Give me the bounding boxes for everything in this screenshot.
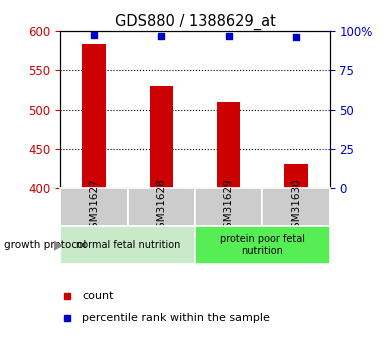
Bar <box>150 86 173 188</box>
Bar <box>82 45 106 188</box>
Bar <box>217 102 240 188</box>
Text: percentile rank within the sample: percentile rank within the sample <box>82 313 270 323</box>
Bar <box>195 188 262 226</box>
Text: GSM31628: GSM31628 <box>156 179 167 235</box>
Bar <box>60 188 128 226</box>
Text: normal fetal nutrition: normal fetal nutrition <box>76 240 180 250</box>
Text: count: count <box>82 292 113 302</box>
Bar <box>60 226 195 264</box>
Text: GSM31629: GSM31629 <box>223 179 234 235</box>
Point <box>225 33 232 39</box>
Bar <box>195 226 330 264</box>
Text: growth protocol: growth protocol <box>4 240 86 250</box>
Bar <box>262 188 330 226</box>
Title: GDS880 / 1388629_at: GDS880 / 1388629_at <box>115 13 275 30</box>
Point <box>293 34 299 39</box>
Point <box>158 33 165 39</box>
Bar <box>284 165 308 188</box>
Text: protein poor fetal
nutrition: protein poor fetal nutrition <box>220 234 305 256</box>
Text: GSM31630: GSM31630 <box>291 179 301 235</box>
Text: ▶: ▶ <box>54 238 64 252</box>
Point <box>91 32 97 38</box>
Text: GSM31627: GSM31627 <box>89 179 99 235</box>
Bar <box>128 188 195 226</box>
